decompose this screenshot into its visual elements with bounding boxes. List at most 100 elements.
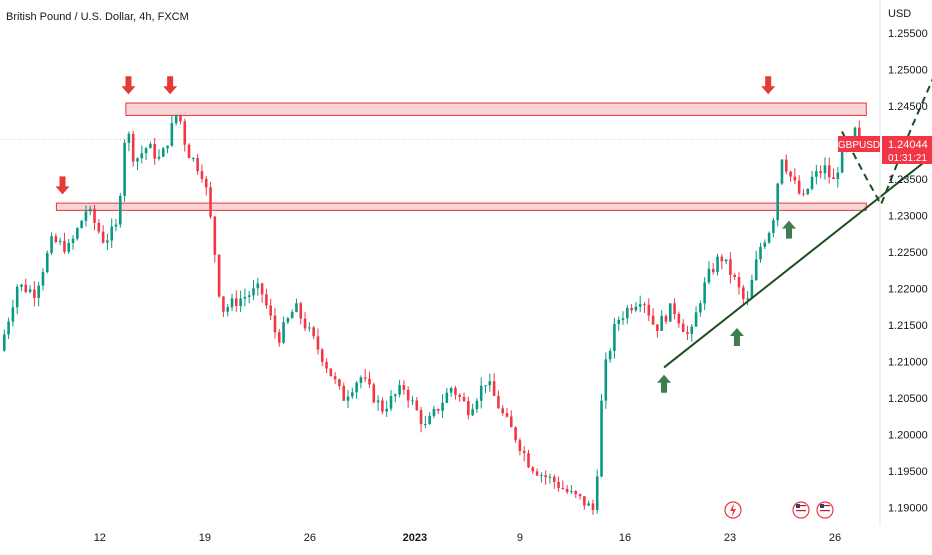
- flag-stripe: [796, 510, 806, 512]
- time-tick-label: 19: [199, 532, 211, 544]
- price-tick-label: 1.21000: [888, 357, 928, 369]
- candle-body: [570, 491, 573, 493]
- candle-body: [600, 400, 603, 477]
- down-arrow-marker: [121, 76, 136, 95]
- candle-body: [587, 503, 590, 506]
- candle-body: [763, 242, 767, 247]
- candle-body: [660, 315, 663, 331]
- candle-body: [522, 450, 526, 454]
- candle-body: [411, 400, 414, 402]
- candle-body: [733, 274, 737, 278]
- time-tick-label: 26: [829, 532, 841, 544]
- candle-body: [363, 377, 367, 379]
- bar-countdown: 01:31:21: [888, 153, 927, 164]
- candle-body: [351, 392, 354, 397]
- candle-body: [123, 142, 126, 196]
- candle-body: [819, 171, 822, 174]
- candle-body: [793, 176, 797, 181]
- candle-body: [668, 303, 672, 322]
- candle-body: [540, 475, 543, 477]
- candle-body: [454, 388, 457, 395]
- events-strip: [724, 501, 834, 519]
- candle-body: [24, 284, 28, 292]
- down-arrow-marker: [163, 76, 178, 95]
- candle-body: [398, 385, 401, 395]
- time-tick-label: 16: [619, 532, 631, 544]
- flag-stripe: [820, 505, 830, 507]
- candle-body: [45, 253, 49, 273]
- candle-body: [445, 392, 449, 403]
- us-flag-event-icon[interactable]: [816, 501, 834, 519]
- candle-body: [583, 496, 586, 506]
- flag-stripe: [820, 507, 830, 509]
- candle-body: [196, 158, 199, 172]
- candle-body: [106, 240, 109, 243]
- trendline[interactable]: [663, 157, 930, 369]
- price-tick-label: 1.22500: [888, 247, 928, 259]
- candle-body: [213, 216, 217, 255]
- candle-body: [643, 304, 646, 306]
- candle-body: [170, 123, 174, 146]
- candle-body: [514, 427, 517, 441]
- candle-body: [449, 388, 453, 393]
- candle-body: [415, 400, 419, 411]
- candle-body: [742, 287, 745, 299]
- candle-body: [84, 211, 88, 221]
- candle-body: [419, 410, 423, 425]
- time-tick-label: 9: [517, 532, 523, 544]
- candle-body: [458, 394, 462, 397]
- flag-canton: [820, 504, 824, 508]
- candle-body: [527, 453, 530, 468]
- candle-body: [161, 148, 165, 157]
- candle-body: [836, 172, 840, 180]
- candle-body: [656, 324, 659, 331]
- upper-resistance-zone: [125, 102, 867, 116]
- candle-body: [815, 171, 818, 177]
- candle-body: [101, 231, 105, 243]
- time-axis[interactable]: 12 19 26 2023 9 16 23 26: [94, 532, 841, 544]
- candle-body: [613, 323, 616, 351]
- candle-body: [93, 208, 96, 223]
- candle-body: [716, 256, 719, 273]
- candle-body: [230, 298, 234, 308]
- candle-body: [11, 307, 15, 322]
- candle-body: [50, 236, 53, 254]
- lightning-glyph: [730, 503, 736, 517]
- candle-body: [192, 158, 195, 160]
- candle-body: [832, 177, 835, 180]
- candle-body: [204, 178, 208, 188]
- candle-body: [209, 187, 212, 217]
- candle-body: [88, 208, 92, 212]
- candle-body: [393, 394, 397, 397]
- candle-body: [33, 289, 36, 298]
- candle-body: [797, 180, 801, 194]
- candle-body: [140, 153, 144, 159]
- candle-body: [346, 396, 350, 401]
- candle-body: [269, 305, 272, 316]
- lightning-event-icon[interactable]: [724, 501, 742, 519]
- candle-body: [166, 145, 169, 149]
- candle-body: [355, 382, 358, 393]
- candle-body: [626, 307, 629, 319]
- candle-body: [28, 289, 32, 292]
- flag-stripe: [796, 512, 806, 514]
- candle-body: [376, 400, 380, 403]
- candle-body: [179, 114, 182, 122]
- candle-body: [372, 384, 376, 403]
- candle-body: [686, 331, 689, 334]
- candle-body: [127, 133, 131, 143]
- price-badge[interactable]: GBPUSD 1.24044 01:31:21: [838, 136, 932, 164]
- candle-body: [604, 359, 608, 401]
- candle-body: [217, 254, 221, 297]
- candle-body: [183, 121, 187, 145]
- price-tick-label: 1.20000: [888, 430, 928, 442]
- candle-body: [110, 226, 114, 241]
- price-tick-label: 1.19000: [888, 503, 928, 515]
- us-flag-event-icon[interactable]: [792, 501, 810, 519]
- candle-body: [699, 303, 702, 313]
- candle-body: [71, 238, 75, 244]
- candle-body: [720, 256, 724, 262]
- candle-body: [535, 471, 539, 476]
